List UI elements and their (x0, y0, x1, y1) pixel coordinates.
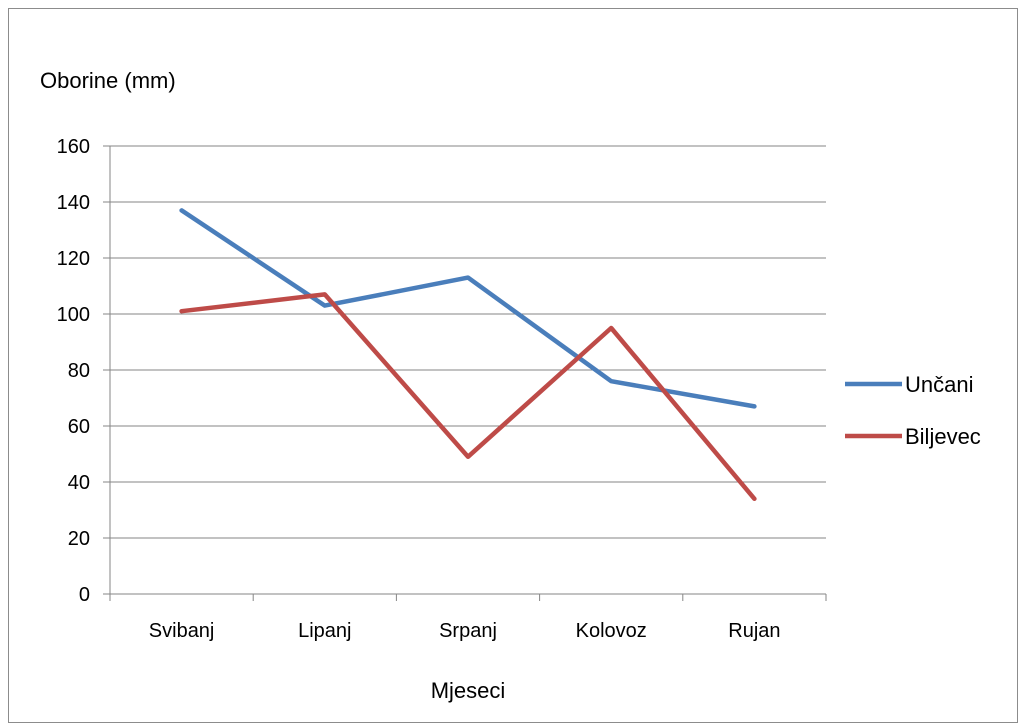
y-tick-label: 0 (79, 584, 90, 606)
y-tick-label: 80 (68, 360, 90, 382)
x-tick-labels: Svibanj Lipanj Srpanj Kolovoz Rujan (149, 620, 781, 642)
y-tick-label: 160 (57, 136, 90, 158)
series-line-1 (179, 292, 757, 502)
gridlines (110, 145, 826, 539)
y-tick-label: 100 (57, 304, 90, 326)
legend: Unčani Biljevec (845, 372, 981, 449)
y-tick-label: 120 (57, 248, 90, 270)
y-tick-label: 60 (68, 416, 90, 438)
x-tick-label: Svibanj (149, 620, 215, 642)
x-tick-label: Kolovoz (576, 620, 647, 642)
y-axis-title: Oborine (mm) (40, 68, 176, 93)
axes (103, 145, 827, 601)
x-tick-label: Rujan (728, 620, 780, 642)
x-tick-label: Lipanj (298, 620, 351, 642)
series-line-0 (179, 208, 757, 409)
x-axis-title: Mjeseci (431, 678, 506, 703)
legend-label-1: Biljevec (905, 424, 981, 449)
y-tick-label: 40 (68, 472, 90, 494)
legend-label-0: Unčani (905, 372, 973, 397)
chart-frame (8, 8, 1018, 723)
y-tick-labels: 0 20 40 60 80 100 120 140 160 (57, 136, 90, 606)
y-tick-label: 140 (57, 192, 90, 214)
y-tick-label: 20 (68, 528, 90, 550)
series-lines (179, 208, 757, 502)
x-tick-label: Srpanj (439, 620, 497, 642)
